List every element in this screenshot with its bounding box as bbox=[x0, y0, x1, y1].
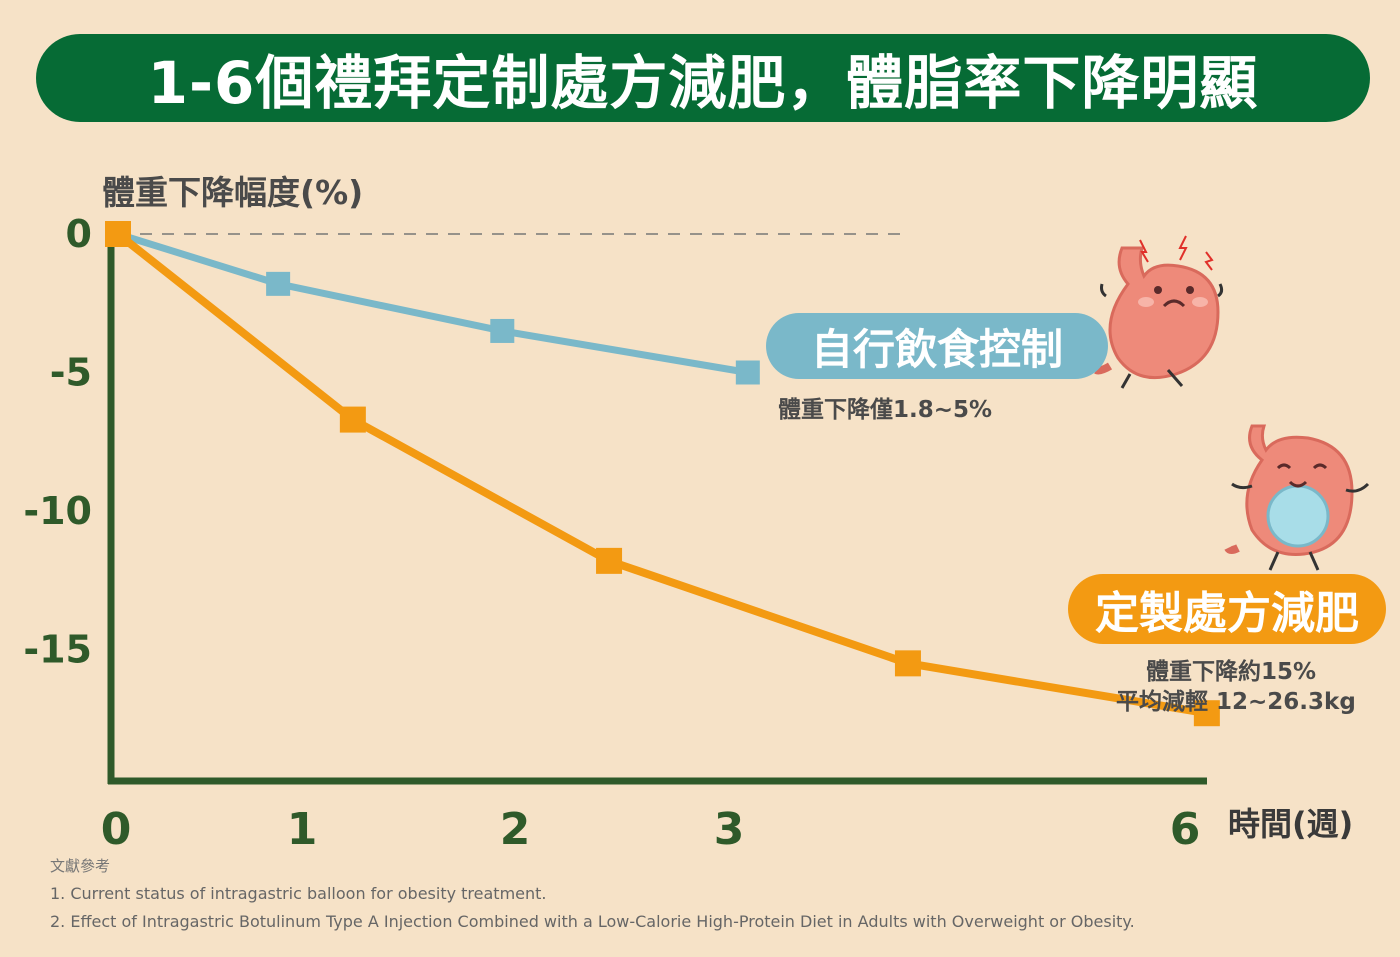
diet-control-label: 自行飲食控制 bbox=[766, 313, 1108, 379]
y-tick-label: -10 bbox=[23, 489, 92, 533]
chart-axes bbox=[107, 238, 1207, 785]
prescription-label: 定製處方減肥 bbox=[1068, 574, 1386, 644]
y-tick-label: -5 bbox=[50, 351, 92, 395]
series-line bbox=[116, 230, 749, 376]
data-point-marker bbox=[105, 221, 131, 247]
reference-item: 1. Current status of intragastric balloo… bbox=[50, 884, 547, 903]
x-tick-label: 1 bbox=[287, 804, 318, 855]
data-point-marker bbox=[490, 318, 515, 343]
chart-series bbox=[105, 221, 1220, 727]
data-point-marker bbox=[339, 406, 366, 433]
data-point-marker bbox=[1193, 700, 1220, 727]
prescription-note-1: 體重下降約15% bbox=[1146, 659, 1317, 685]
series-prescription bbox=[105, 221, 1220, 727]
diet-control-note: 體重下降僅1.8~5% bbox=[778, 397, 993, 423]
series-line bbox=[115, 230, 1208, 718]
y-axis-label: 體重下降幅度(%) bbox=[102, 173, 364, 212]
x-tick-label: 2 bbox=[500, 804, 531, 855]
data-point-marker bbox=[735, 360, 760, 385]
chart-ticks: 0 -5 -10 -15 0 1 2 3 6 bbox=[23, 212, 1200, 855]
y-tick-label: 0 bbox=[66, 212, 92, 256]
x-tick-label: 6 bbox=[1170, 804, 1201, 855]
reference-item: 2. Effect of Intragastric Botulinum Type… bbox=[50, 912, 1135, 931]
stomach-mascot-balloon-icon bbox=[1224, 424, 1370, 571]
data-point-marker bbox=[894, 650, 921, 677]
data-point-marker bbox=[596, 547, 623, 574]
x-tick-label: 3 bbox=[714, 804, 745, 855]
references: 文獻參考 1. Current status of intragastric b… bbox=[50, 852, 1135, 936]
prescription-note-2: 平均減輕 12~26.3kg bbox=[1116, 689, 1356, 715]
references-title: 文獻參考 bbox=[50, 857, 111, 875]
page-title: 1-6個禮拜定制處方減肥，體脂率下降明顯 bbox=[36, 34, 1370, 122]
data-point-marker bbox=[266, 271, 291, 296]
stomach-mascot-distressed-icon bbox=[1094, 235, 1224, 389]
y-tick-label: -15 bbox=[23, 628, 92, 672]
x-axis-label: 時間(週) bbox=[1228, 805, 1353, 843]
x-tick-label: 0 bbox=[101, 804, 132, 855]
